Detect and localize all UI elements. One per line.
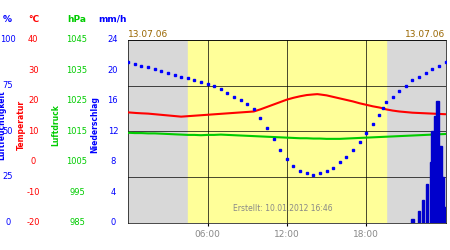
Text: 25: 25 <box>2 172 13 182</box>
Text: mm/h: mm/h <box>99 15 127 24</box>
Text: 13.07.06: 13.07.06 <box>128 30 168 39</box>
Text: 10: 10 <box>28 127 39 136</box>
Bar <box>188 40 386 222</box>
Text: 0: 0 <box>110 218 116 227</box>
Bar <box>418 211 420 222</box>
Text: 1005: 1005 <box>67 157 87 166</box>
Text: 40: 40 <box>28 36 39 44</box>
Bar <box>128 40 188 222</box>
Text: Luftfeuchtigkeit: Luftfeuchtigkeit <box>0 90 6 160</box>
Bar <box>430 162 432 222</box>
Text: 0: 0 <box>31 157 36 166</box>
Text: 1035: 1035 <box>67 66 87 75</box>
Text: 1025: 1025 <box>67 96 87 105</box>
Text: 12: 12 <box>108 127 118 136</box>
Bar <box>441 177 444 222</box>
Text: Luftdruck: Luftdruck <box>51 104 60 146</box>
Text: 20: 20 <box>28 96 39 105</box>
Text: -20: -20 <box>27 218 40 227</box>
Text: 100: 100 <box>0 36 16 44</box>
Bar <box>436 101 439 222</box>
Text: 0: 0 <box>5 218 10 227</box>
Text: 20: 20 <box>108 66 118 75</box>
Text: Erstellt: 10.01.2012 16:46: Erstellt: 10.01.2012 16:46 <box>233 204 333 214</box>
Text: 995: 995 <box>69 188 85 196</box>
Text: 13.07.06: 13.07.06 <box>405 30 446 39</box>
Text: 1045: 1045 <box>67 36 87 44</box>
Text: Niederschlag: Niederschlag <box>90 96 99 154</box>
Text: °C: °C <box>28 15 39 24</box>
Bar <box>431 131 434 222</box>
Bar <box>444 207 447 222</box>
Text: 1015: 1015 <box>67 127 87 136</box>
Text: -10: -10 <box>27 188 40 196</box>
Text: Temperatur: Temperatur <box>17 100 26 150</box>
Text: 16: 16 <box>108 96 118 105</box>
Text: 75: 75 <box>2 81 13 90</box>
Text: 4: 4 <box>110 188 116 196</box>
Bar <box>386 40 446 222</box>
Bar <box>439 146 441 222</box>
Text: 24: 24 <box>108 36 118 44</box>
Bar <box>411 219 414 222</box>
Text: hPa: hPa <box>68 15 86 24</box>
Bar <box>434 116 436 222</box>
Text: %: % <box>3 15 12 24</box>
Text: 50: 50 <box>2 127 13 136</box>
Text: 30: 30 <box>28 66 39 75</box>
Text: 985: 985 <box>69 218 85 227</box>
Bar <box>422 200 424 222</box>
Bar <box>426 184 428 222</box>
Text: 8: 8 <box>110 157 116 166</box>
